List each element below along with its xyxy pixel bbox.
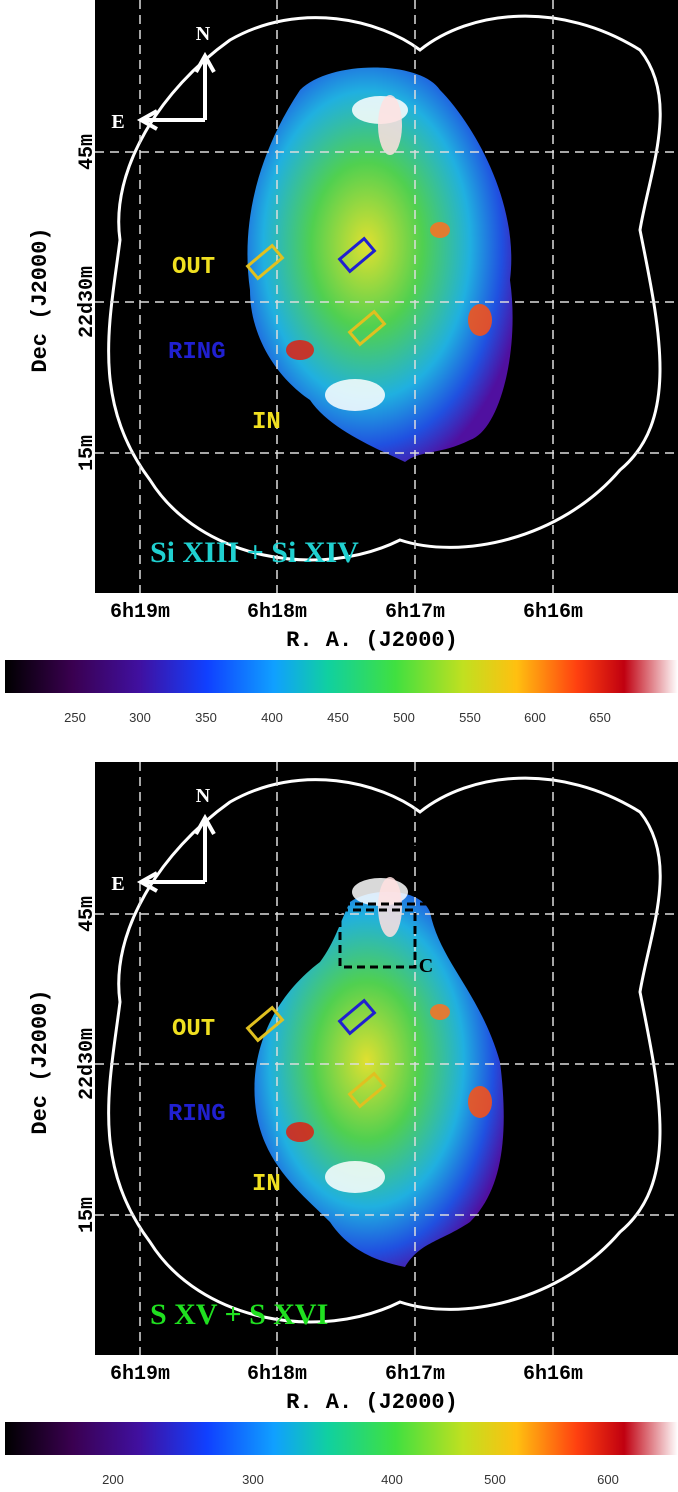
ra-axis-label: R. A. (J2000) xyxy=(286,628,458,653)
colorbar-tick-label: 600 xyxy=(597,1472,619,1487)
region-label: IN xyxy=(252,1171,281,1198)
band-label: S XV + S XVI xyxy=(150,1298,328,1331)
bright-spot xyxy=(468,304,492,336)
dec-tick-label: 15m xyxy=(76,435,99,471)
bright-spot xyxy=(286,1122,314,1142)
band-label: Si XIII + Si XIV xyxy=(150,536,359,569)
ra-tick-label: 6h18m xyxy=(247,1363,307,1386)
ra-tick-label: 6h16m xyxy=(523,601,583,624)
colorbar-tick-label: 650 xyxy=(589,710,611,725)
ra-tick-label: 6h19m xyxy=(110,1363,170,1386)
region-label: IN xyxy=(252,409,281,436)
east-label: E xyxy=(111,873,124,895)
colorbar xyxy=(5,1422,678,1455)
north-label: N xyxy=(196,23,211,45)
ra-tick-label: 6h18m xyxy=(247,601,307,624)
colorbar-tick-label: 300 xyxy=(242,1472,264,1487)
bright-spot xyxy=(430,222,450,238)
bright-spot xyxy=(325,1161,385,1193)
colorbar-tick-label: 300 xyxy=(129,710,151,725)
bright-spot xyxy=(430,1004,450,1020)
box-label: N xyxy=(431,893,446,915)
dec-tick-label: 22d30m xyxy=(76,266,99,338)
figure: N E OUT RING IN Si XIII + Si XIV 45m 22d30m 15m D… xyxy=(0,0,678,1492)
ra-tick-label: 6h19m xyxy=(110,601,170,624)
panel: N E OUT RING IN Si XIII + Si XIV 45m 22d30m 15m D… xyxy=(5,0,678,725)
colorbar-tick-label: 250 xyxy=(64,710,86,725)
dec-axis-label: Dec (J2000) xyxy=(28,227,53,372)
bright-spot xyxy=(378,95,402,155)
region-label: OUT xyxy=(172,1016,215,1043)
ra-tick-label: 6h17m xyxy=(385,601,445,624)
north-label: N xyxy=(196,785,211,807)
colorbar-tick-label: 500 xyxy=(393,710,415,725)
bright-spot xyxy=(286,340,314,360)
dec-tick-label: 45m xyxy=(76,134,99,170)
ra-axis-label: R. A. (J2000) xyxy=(286,1390,458,1415)
dec-tick-label: 22d30m xyxy=(76,1028,99,1100)
region-label: RING xyxy=(168,1101,226,1128)
colorbar-tick-label: 400 xyxy=(261,710,283,725)
dec-tick-label: 45m xyxy=(76,896,99,932)
ra-tick-label: 6h16m xyxy=(523,1363,583,1386)
panel: N E OUT RING IN N C S XV + S XVI 45m 22d30m 15m Dec… xyxy=(5,762,678,1487)
colorbar-tick-label: 550 xyxy=(459,710,481,725)
region-label: RING xyxy=(168,339,226,366)
ra-tick-label: 6h17m xyxy=(385,1363,445,1386)
bright-spot xyxy=(468,1086,492,1118)
colorbar-tick-label: 350 xyxy=(195,710,217,725)
colorbar-tick-label: 500 xyxy=(484,1472,506,1487)
dec-axis-label: Dec (J2000) xyxy=(28,989,53,1134)
colorbar xyxy=(5,660,678,693)
colorbar-tick-label: 200 xyxy=(102,1472,124,1487)
colorbar-tick-label: 400 xyxy=(381,1472,403,1487)
bright-spot xyxy=(378,877,402,937)
colorbar-tick-label: 600 xyxy=(524,710,546,725)
bright-spot xyxy=(325,379,385,411)
dec-tick-label: 15m xyxy=(76,1197,99,1233)
box-label: C xyxy=(419,955,433,977)
east-label: E xyxy=(111,111,124,133)
region-label: OUT xyxy=(172,254,215,281)
colorbar-tick-label: 450 xyxy=(327,710,349,725)
